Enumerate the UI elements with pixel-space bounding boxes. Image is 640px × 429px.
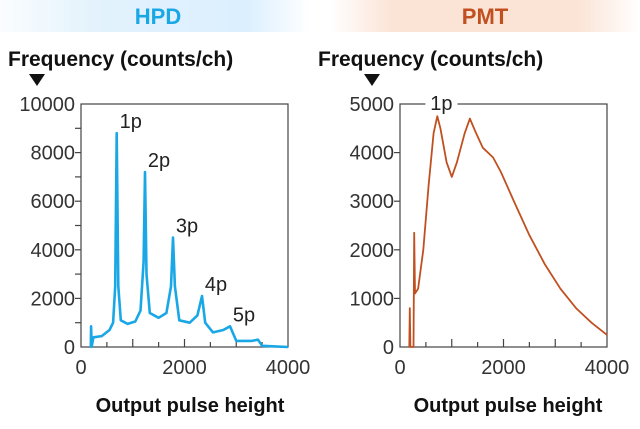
down-triangle-icon <box>29 74 45 86</box>
series-line <box>408 115 608 348</box>
y-tick-label: 0 <box>383 337 394 359</box>
y-axis-label: Frequency (counts/ch) <box>8 48 233 71</box>
x-tick-label: 0 <box>394 357 405 379</box>
peak-label: 1p <box>430 93 452 115</box>
y-tick-label: 5000 <box>350 94 395 116</box>
x-tick-label: 2000 <box>481 357 526 379</box>
y-tick-label: 10000 <box>19 94 75 116</box>
series-line <box>89 131 289 349</box>
y-tick-label: 3000 <box>350 191 395 213</box>
x-axis-label: Output pulse height <box>414 395 603 417</box>
x-tick-label: 0 <box>75 357 86 379</box>
y-tick-label: 1000 <box>350 288 395 310</box>
y-tick-label: 2000 <box>31 288 76 310</box>
plot-frame <box>399 103 608 348</box>
x-tick-label: 4000 <box>266 357 311 379</box>
y-tick-label: 4000 <box>31 240 76 262</box>
x-axis-label: Output pulse height <box>96 395 285 417</box>
x-tick-label: 2000 <box>162 357 207 379</box>
x-tick-label: 4000 <box>585 357 630 379</box>
peak-label: 4p <box>205 274 227 296</box>
y-tick-label: 6000 <box>31 191 76 213</box>
peak-label: 2p <box>148 150 170 172</box>
peak-label: 1p <box>120 111 142 133</box>
y-tick-label: 0 <box>64 337 75 359</box>
y-tick-label: 4000 <box>350 143 395 165</box>
y-axis-label: Frequency (counts/ch) <box>318 48 543 71</box>
pmt-header-band <box>330 0 640 32</box>
y-tick-label: 8000 <box>31 143 76 165</box>
peak-label: 3p <box>176 216 198 238</box>
hpd-title: HPD <box>135 4 181 29</box>
panel-hpd: Frequency (counts/ch) 0 2000 4000 0 2000 4000 6… <box>8 48 310 417</box>
annotation-gap <box>425 100 458 108</box>
pmt-title: PMT <box>462 4 509 29</box>
down-triangle-icon <box>364 74 380 86</box>
hpd-header-band <box>0 0 310 32</box>
peak-label: 5p <box>233 304 255 326</box>
y-tick-label: 2000 <box>350 240 395 262</box>
panel-pmt: Frequency (counts/ch) 0 2000 4000 0 1000 2000 3… <box>318 48 629 417</box>
